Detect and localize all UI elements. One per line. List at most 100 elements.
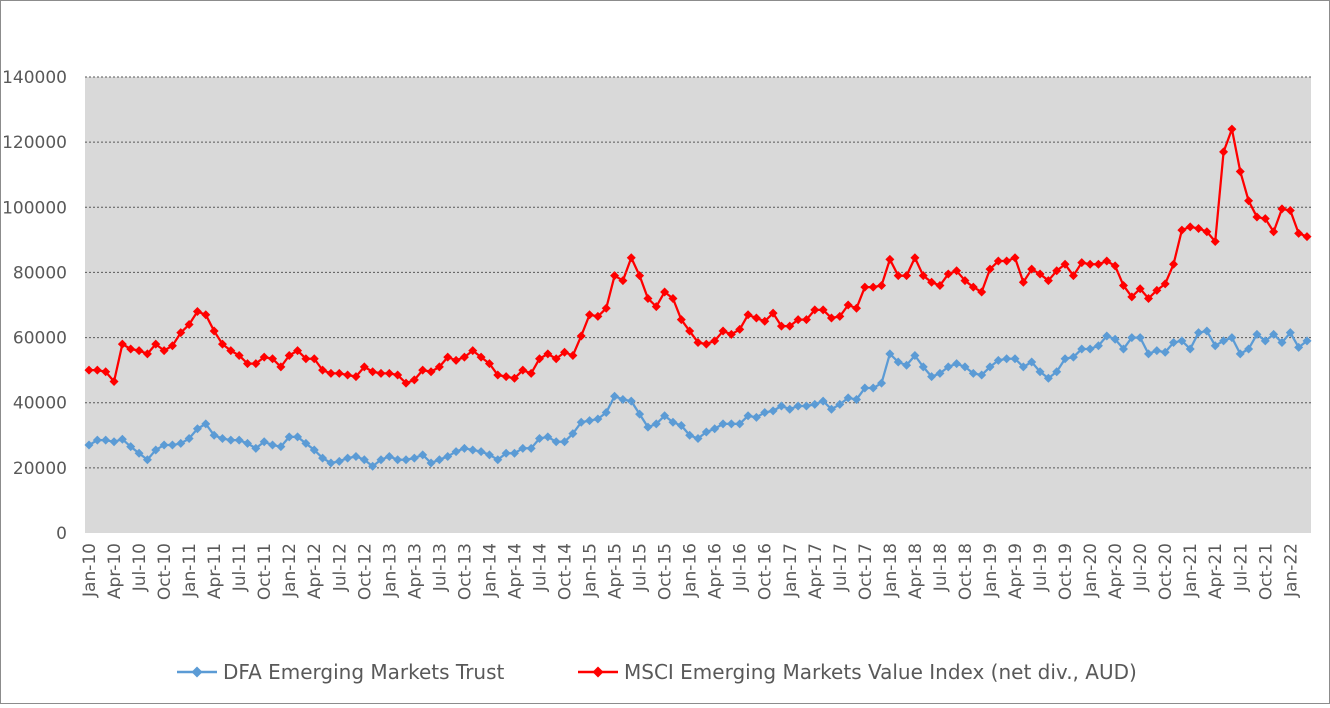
data-point [451,447,461,457]
data-point [1043,373,1053,383]
data-point [1010,253,1020,263]
data-point [902,271,912,281]
data-point [868,383,878,393]
data-point [1068,271,1078,281]
data-point [476,447,486,457]
data-point [568,429,578,439]
data-point [293,432,303,442]
data-point [693,434,703,444]
data-point [1227,124,1237,134]
data-point [534,434,544,444]
data-point [443,352,453,362]
data-point [685,430,695,440]
data-point [860,383,870,393]
series-dfa [84,326,1312,471]
data-point [159,346,169,356]
data-point [801,401,811,411]
data-point [343,370,353,380]
data-point [852,303,862,313]
data-point [793,401,803,411]
data-point [301,438,311,448]
legend-item: MSCI Emerging Markets Value Index (net d… [578,660,1137,684]
data-point [776,401,786,411]
data-point [1169,337,1179,347]
data-point [818,396,828,406]
x-tick-label: Oct-19 [1056,543,1076,600]
data-point [1202,326,1212,336]
data-point [1118,280,1128,290]
data-point [167,341,177,351]
data-point [468,445,478,455]
data-point [726,329,736,339]
data-point [1127,333,1137,343]
data-point [259,352,269,362]
data-point [818,305,828,315]
data-point [960,276,970,286]
data-point [1177,336,1187,346]
data-point [576,417,586,427]
data-point [526,368,536,378]
data-point [1160,347,1170,357]
data-point [184,320,194,330]
data-point [1102,256,1112,266]
data-point [1085,259,1095,269]
data-point [1219,336,1229,346]
y-tick-label: 140000 [2,68,67,88]
x-tick-label: Jan-14 [480,543,500,598]
data-point [484,359,494,369]
data-point [176,328,186,338]
data-point [676,315,686,325]
x-tick-label: Apr-12 [305,543,325,599]
data-point [1152,285,1162,295]
data-point [660,287,670,297]
legend-marker [592,666,604,678]
data-point [1210,341,1220,351]
x-tick-label: Apr-13 [405,543,425,599]
data-point [501,372,511,382]
data-point [635,409,645,419]
data-point [735,324,745,334]
data-point [134,346,144,356]
data-point [376,368,386,378]
x-tick-label: Jan-19 [981,543,1001,598]
data-point [493,370,503,380]
data-point [1102,331,1112,341]
plot-area [85,77,1311,533]
data-point [1027,357,1037,367]
data-point [468,346,478,356]
data-point [626,253,636,263]
x-tick-label: Jan-22 [1281,543,1301,598]
data-point [576,331,586,341]
data-point [1002,256,1012,266]
data-point [810,305,820,315]
data-point [1177,225,1187,235]
x-tick-label: Oct-18 [956,543,976,600]
data-point [1060,354,1070,364]
x-tick-label: Jan-18 [881,543,901,598]
data-point [109,437,119,447]
data-point [243,438,253,448]
x-tick-label: Apr-21 [1206,543,1226,599]
data-point [384,368,394,378]
data-point [801,315,811,325]
data-point [293,346,303,356]
data-point [726,419,736,429]
y-tick-label: 40000 [13,394,67,414]
y-tick-label: 120000 [2,133,67,153]
data-point [1035,367,1045,377]
data-point [593,311,603,321]
data-point [760,316,770,326]
data-point [735,419,745,429]
x-tick-label: Jan-13 [380,543,400,598]
data-point [209,326,219,336]
x-tick-label: Apr-15 [606,543,626,599]
x-tick-label: Oct-15 [656,543,676,600]
data-point [993,256,1003,266]
x-tick-label: Jul-14 [530,543,550,592]
data-point [885,254,895,264]
x-tick-label: Oct-21 [1256,543,1276,600]
data-point [952,359,962,369]
data-point [826,313,836,323]
x-tick-label: Jul-19 [1031,543,1051,592]
